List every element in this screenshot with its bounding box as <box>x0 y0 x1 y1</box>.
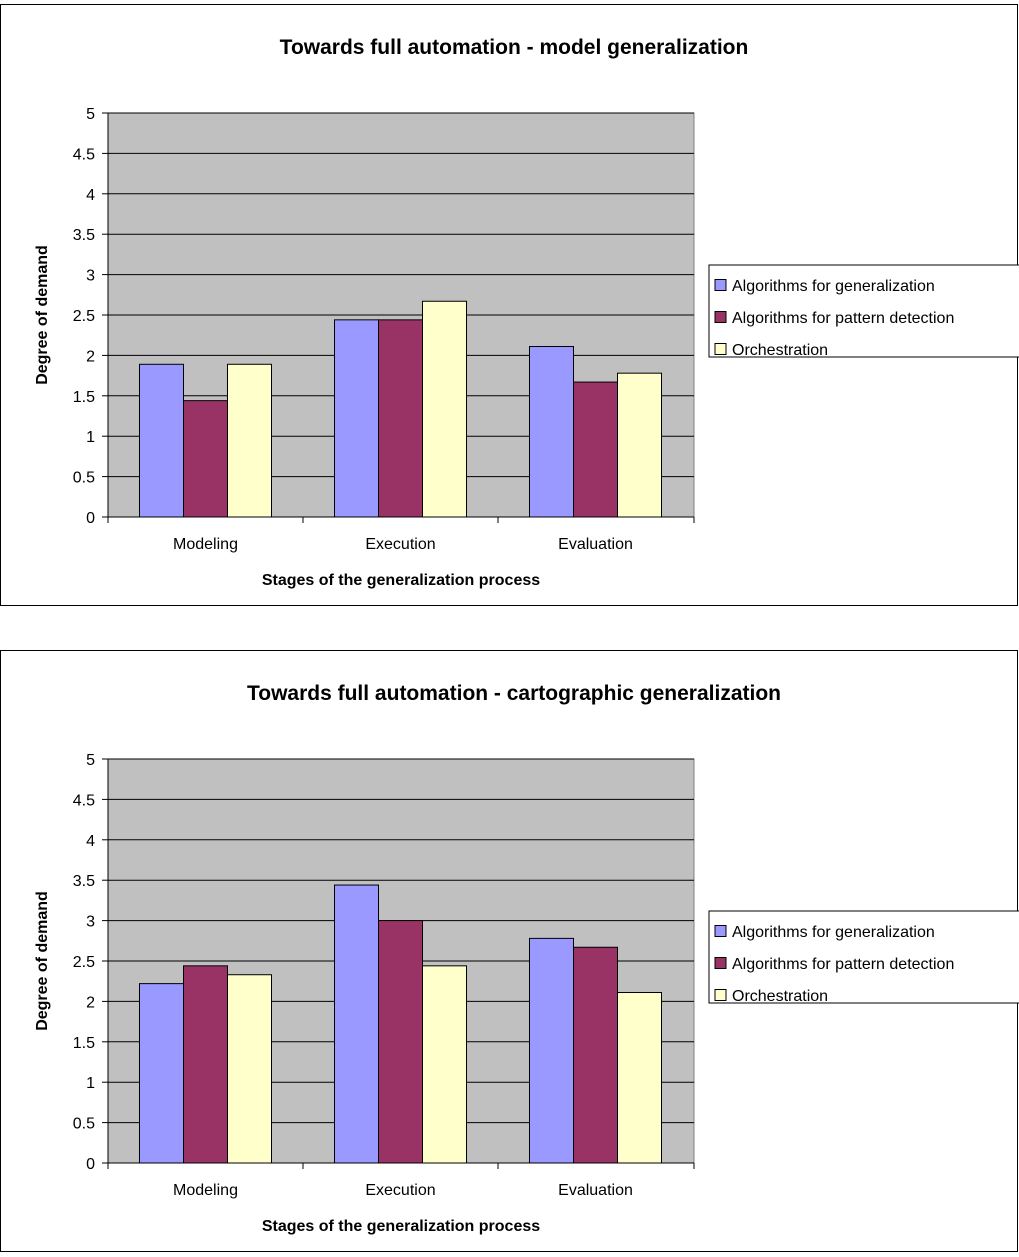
bar-execution-series-1 <box>334 319 379 518</box>
y-tick-label: 0.5 <box>73 470 95 487</box>
y-tick-label: 3.5 <box>73 227 95 244</box>
y-tick-label: 4.5 <box>73 146 95 163</box>
y-tick-label: 4.5 <box>73 792 95 809</box>
legend-label: Algorithms for pattern detection <box>732 310 954 327</box>
legend-box <box>708 910 1019 1004</box>
bar-modeling-series-2 <box>183 400 228 518</box>
chart-1-svg: Towards full automation - model generali… <box>34 36 1019 589</box>
bar-execution-series-1 <box>334 884 379 1164</box>
x-axis-title: Stages of the generalization process <box>262 572 540 589</box>
x-category-label: Modeling <box>173 536 238 553</box>
bar-modeling-series-1 <box>139 983 184 1164</box>
y-tick-label: 2 <box>86 994 95 1011</box>
x-category-label: Modeling <box>173 1182 238 1199</box>
y-tick-label: 1 <box>86 429 95 446</box>
bar-evaluation-series-2 <box>573 381 618 518</box>
bar-evaluation-series-3 <box>617 372 662 518</box>
y-tick-label: 3 <box>86 914 95 931</box>
bar-execution-series-2 <box>378 920 423 1164</box>
legend-label: Algorithms for pattern detection <box>732 956 954 973</box>
legend-swatch <box>714 279 727 291</box>
x-category-label: Execution <box>365 1182 435 1199</box>
bar-evaluation-series-3 <box>617 992 662 1164</box>
chart-model-generalization: Towards full automation - model generali… <box>0 4 1019 606</box>
legend-swatch <box>714 957 727 969</box>
y-tick-label: 1 <box>86 1075 95 1092</box>
bar-execution-series-3 <box>422 300 467 518</box>
bar-modeling-series-1 <box>139 363 184 518</box>
y-tick-label: 3.5 <box>73 873 95 890</box>
x-category-label: Evaluation <box>558 1182 633 1199</box>
bar-evaluation-series-1 <box>529 346 574 518</box>
y-tick-label: 5 <box>86 752 95 769</box>
y-axis-title: Degree of demand <box>34 891 51 1031</box>
y-tick-label: 2.5 <box>73 308 95 325</box>
legend-swatch <box>714 311 727 323</box>
x-category-label: Execution <box>365 536 435 553</box>
bar-execution-series-2 <box>378 319 423 518</box>
y-tick-label: 0.5 <box>73 1116 95 1133</box>
y-tick-label: 0 <box>86 1156 95 1173</box>
legend-label: Algorithms for generalization <box>732 278 935 295</box>
legend-swatch <box>714 925 727 937</box>
bar-modeling-series-2 <box>183 965 228 1164</box>
y-tick-label: 2 <box>86 348 95 365</box>
x-axis-title: Stages of the generalization process <box>262 1218 540 1235</box>
chart-title: Towards full automation - model generali… <box>280 36 749 59</box>
bar-modeling-series-3 <box>227 974 272 1164</box>
legend-label: Orchestration <box>732 342 828 359</box>
x-category-label: Evaluation <box>558 536 633 553</box>
legend-label: Orchestration <box>732 988 828 1005</box>
y-tick-label: 2.5 <box>73 954 95 971</box>
bar-execution-series-3 <box>422 965 467 1164</box>
bar-evaluation-series-2 <box>573 946 618 1164</box>
y-axis-title: Degree of demand <box>34 245 51 385</box>
y-tick-label: 1.5 <box>73 389 95 406</box>
y-tick-label: 5 <box>86 106 95 123</box>
chart-title: Towards full automation - cartographic g… <box>247 682 781 705</box>
y-tick-label: 0 <box>86 510 95 527</box>
y-tick-label: 3 <box>86 268 95 285</box>
bar-evaluation-series-1 <box>529 937 574 1164</box>
chart-cartographic-generalization: Towards full automation - cartographic g… <box>0 650 1019 1252</box>
bar-modeling-series-3 <box>227 363 272 518</box>
legend-swatch <box>714 343 727 355</box>
legend-label: Algorithms for generalization <box>732 924 935 941</box>
y-tick-label: 1.5 <box>73 1035 95 1052</box>
legend-box <box>708 264 1019 358</box>
legend-swatch <box>714 989 727 1001</box>
y-tick-label: 4 <box>86 187 95 204</box>
chart-2-svg: Towards full automation - cartographic g… <box>34 682 1019 1235</box>
y-tick-label: 4 <box>86 833 95 850</box>
